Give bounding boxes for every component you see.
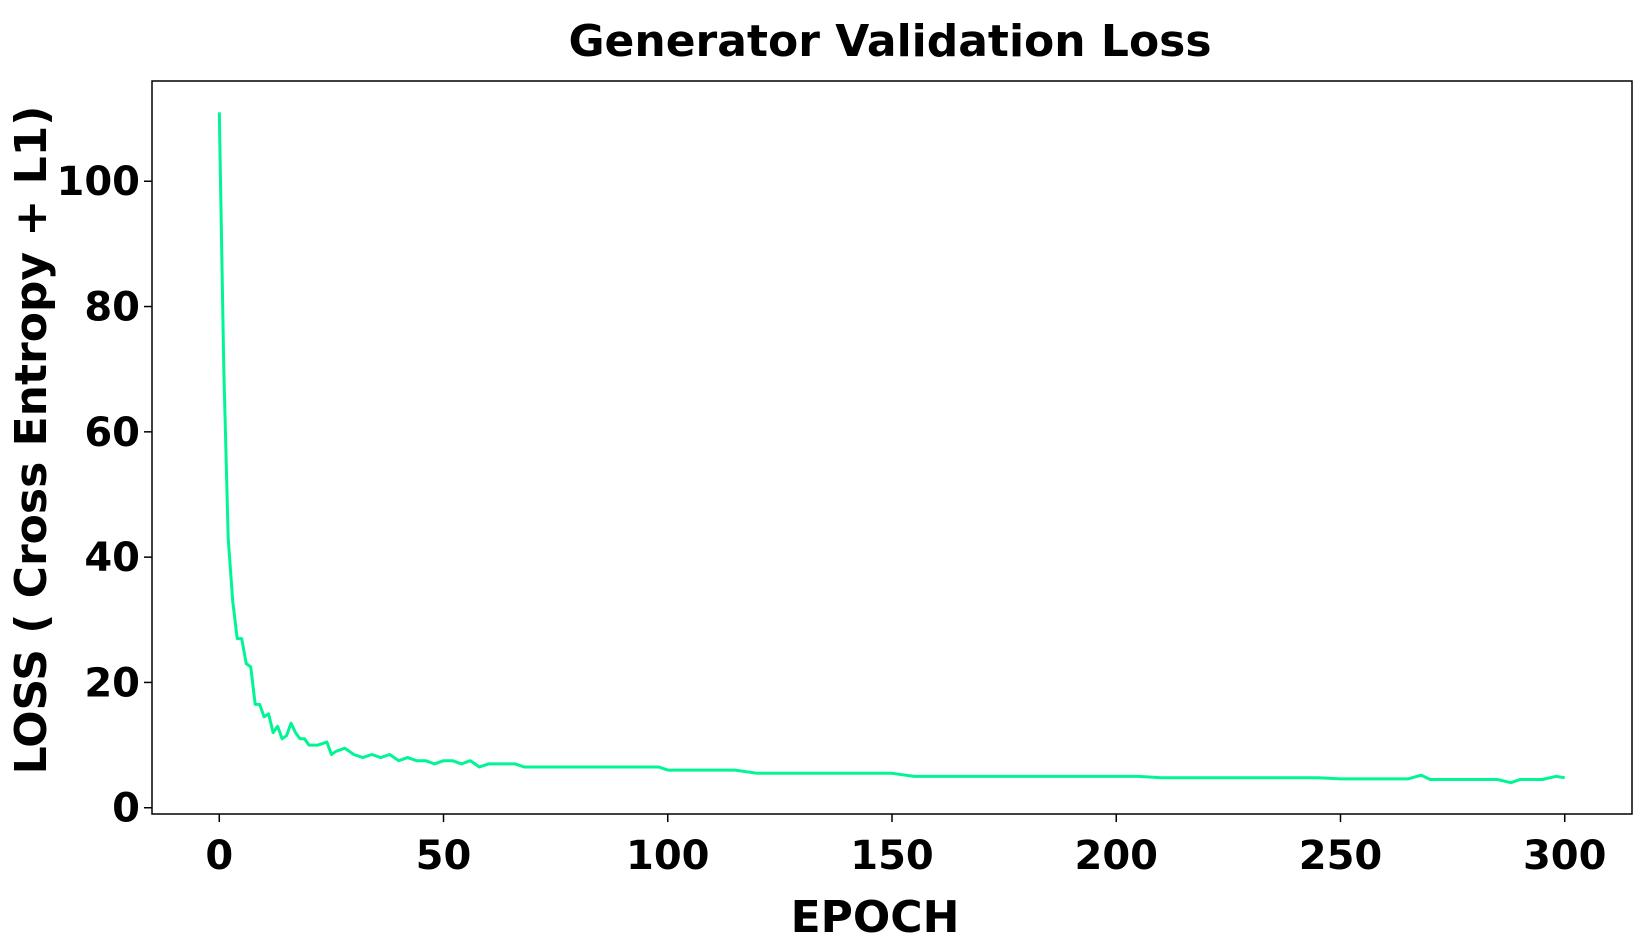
- y-tick-label: 80: [84, 285, 140, 331]
- y-tick-label: 40: [84, 535, 140, 581]
- x-tick-label: 100: [626, 833, 710, 879]
- y-tick-label: 0: [112, 786, 140, 832]
- plot-frame: [151, 80, 1633, 815]
- y-tick-label: 20: [84, 660, 140, 706]
- x-tick-label: 250: [1299, 833, 1383, 879]
- x-axis-label: EPOCH: [791, 892, 960, 940]
- x-tick-label: 300: [1523, 833, 1607, 879]
- y-tick-label: 100: [57, 159, 141, 205]
- x-tick-label: 50: [416, 833, 472, 879]
- y-axis-ticks: 0 20 40 60 80 100: [57, 159, 152, 832]
- x-tick-label: 150: [850, 833, 934, 879]
- series-group: [217, 112, 1565, 785]
- x-tick-label: 200: [1074, 833, 1158, 879]
- y-tick-label: 60: [84, 410, 140, 456]
- x-axis-ticks: 0 50 100 150 200 250 300: [205, 814, 1606, 879]
- x-tick-label: 0: [205, 833, 233, 879]
- chart-title: Generator Validation Loss: [568, 16, 1211, 67]
- plot-area: 0 50 100 150 200 250 300 0 20 40 60 80 100: [57, 80, 1633, 879]
- loss-series-line: [217, 112, 1565, 785]
- y-axis-label: LOSS ( Cross Entropy + L1): [6, 106, 57, 775]
